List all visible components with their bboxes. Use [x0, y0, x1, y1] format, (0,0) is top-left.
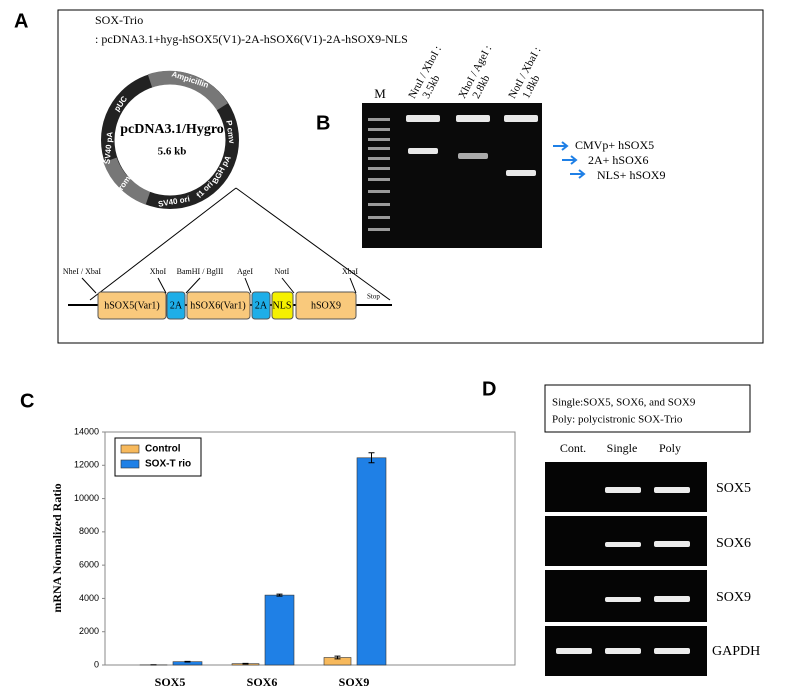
gel-b — [362, 103, 542, 248]
site-label: NotI — [275, 267, 290, 276]
plasmid-feature: P cmv — [224, 120, 236, 145]
row-label: SOX5 — [716, 481, 751, 496]
marker-label: M — [374, 86, 386, 101]
error-bar — [242, 662, 249, 665]
error-bar — [276, 593, 283, 597]
error-bar — [368, 452, 375, 464]
x-tick-label: SOX5 — [155, 675, 186, 688]
x-tick-label: SOX9 — [339, 675, 370, 688]
column-label: Cont. — [560, 441, 586, 455]
site-ticks — [81, 277, 357, 294]
legend-frame — [114, 437, 202, 477]
legend-label: Control — [145, 444, 181, 455]
plasmid-map: pcDNA3.1/Hygro 5.6 kb Ampicillin P cmv B… — [89, 69, 391, 301]
bar — [356, 457, 387, 666]
insert-map: hSOX5(Var1) 2A hSOX6(Var1) 2A NLS hSOX9 … — [63, 267, 392, 320]
element-label: 2A — [255, 300, 268, 311]
site-label: NheI / XbaI — [63, 267, 102, 276]
band-label: 2A+ hSOX6 — [588, 153, 648, 167]
element-label: hSOX6(Var1) — [190, 300, 246, 311]
site-label: XhoI — [150, 267, 167, 276]
plasmid-name: pcDNA3.1/Hygro — [120, 122, 224, 137]
insert-element — [97, 291, 167, 320]
plasmid-inner — [114, 84, 226, 196]
panel-letter: B — [316, 112, 330, 134]
band-label: CMVp+ hSOX5 — [575, 138, 654, 152]
hygromycin-arc — [103, 157, 151, 205]
error-bar — [184, 660, 191, 663]
column-label: Single — [607, 441, 638, 455]
element-label: hSOX9 — [311, 300, 341, 311]
panel-letter: C — [20, 390, 34, 412]
bar-chart: C mRNA Normalized Ratio 0 2000 4000 6000 800… — [20, 390, 516, 688]
plasmid-feature: SV40 pA — [103, 131, 115, 164]
panel-letter: D — [482, 378, 496, 400]
insert-element — [251, 291, 271, 320]
row-label: SOX9 — [716, 590, 751, 605]
site-label: XbaI — [342, 267, 358, 276]
y-tick-label: 0 — [94, 659, 99, 669]
legend-label: SOX-T rio — [145, 459, 191, 470]
construct-description: : pcDNA3.1+hyg-hSOX5(V1)-2A-hSOX6(V1)-2A… — [95, 32, 408, 46]
y-tick-label: 4000 — [79, 593, 99, 603]
zoom-line — [235, 187, 391, 301]
ladder — [368, 118, 390, 231]
gel-d — [545, 462, 707, 676]
bar — [264, 594, 295, 666]
row-label: SOX6 — [716, 536, 751, 551]
panel-a-frame — [57, 9, 764, 344]
y-tick-label: 10000 — [74, 493, 99, 503]
insert-element — [295, 291, 357, 320]
site-label: BamHI / BglII — [177, 267, 224, 276]
error-bar — [334, 655, 341, 660]
y-axis-label: mRNA Normalized Ratio — [50, 483, 64, 612]
element-label: NLS — [273, 300, 292, 311]
legend-text: Poly: polycistronic SOX-Trio — [552, 414, 683, 426]
element-label: 2A — [170, 300, 183, 311]
element-label: hSOX5(Var1) — [104, 300, 160, 311]
panel-letter: A — [14, 10, 28, 32]
gel-bands — [406, 115, 538, 176]
site-label: AgeI — [237, 267, 253, 276]
y-tick-label: 14000 — [74, 426, 99, 436]
y-tick-label: 6000 — [79, 560, 99, 570]
x-tick-label: SOX6 — [247, 675, 278, 688]
column-label: Poly — [659, 441, 681, 455]
legend-text: Single:SOX5, SOX6, and SOX9 — [552, 397, 696, 409]
plot-frame — [104, 431, 516, 666]
y-tick-label: 8000 — [79, 526, 99, 536]
insert-element — [186, 291, 251, 320]
ampicillin-arc — [147, 70, 228, 111]
legend-swatch — [120, 459, 140, 469]
zoom-line — [89, 187, 237, 301]
insert-element — [166, 291, 186, 320]
construct-name: SOX-Trio — [95, 13, 143, 27]
y-tick-label: 2000 — [79, 626, 99, 636]
row-label: GAPDH — [712, 644, 760, 659]
insert-element — [271, 291, 294, 320]
legend-box — [544, 384, 751, 433]
legend-swatch — [120, 444, 140, 454]
band-arrows — [553, 141, 586, 179]
plasmid-size: 5.6 kb — [158, 146, 187, 158]
band-label: NLS+ hSOX9 — [597, 168, 665, 182]
stop-label: Stop — [367, 293, 380, 301]
y-tick-label: 12000 — [74, 460, 99, 470]
